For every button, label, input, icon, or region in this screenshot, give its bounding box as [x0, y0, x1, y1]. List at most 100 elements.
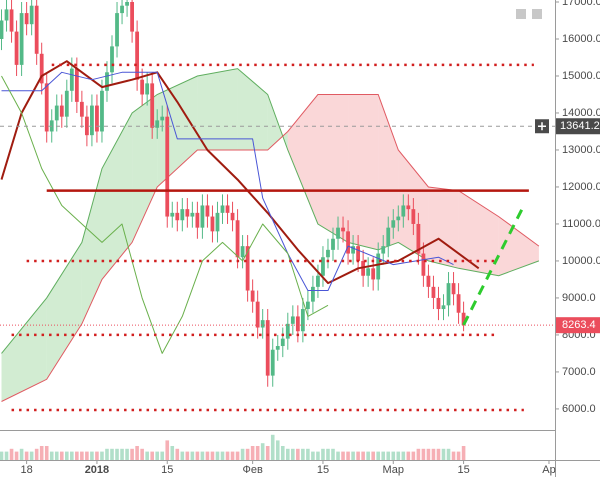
- candle-body: [185, 209, 190, 217]
- volume-bar: [54, 451, 59, 460]
- y-tick-label: 17000.0: [562, 0, 600, 8]
- last-price-box: [556, 317, 600, 334]
- volume-bar: [49, 451, 54, 460]
- crosshair-price-box: [556, 118, 600, 135]
- candle-body: [150, 83, 155, 128]
- candle-body: [9, 9, 14, 32]
- candle-body: [59, 105, 64, 117]
- candle-body: [245, 246, 250, 291]
- volume-bar: [311, 451, 315, 460]
- candle-body: [140, 79, 145, 95]
- candle-body: [401, 205, 406, 217]
- volume-bar: [381, 451, 386, 460]
- last-price-label: 8263.4: [562, 319, 596, 331]
- candle-body: [14, 31, 19, 65]
- candle-body: [165, 116, 170, 217]
- candle-body: [285, 323, 290, 339]
- candle-body: [305, 301, 310, 310]
- candle-body: [115, 13, 119, 47]
- volume-bar: [190, 451, 195, 460]
- y-tick-label: 14000.0: [562, 107, 600, 119]
- candle-body: [130, 1, 134, 32]
- volume-bar: [301, 448, 305, 460]
- volume-bar: [306, 448, 310, 460]
- candle-body: [110, 46, 114, 73]
- candle-body: [411, 209, 416, 224]
- volume-bar: [75, 451, 79, 460]
- candle-body: [441, 305, 446, 310]
- plot-area: [0, 0, 555, 412]
- cloud-span-b: [1, 94, 540, 402]
- candle-body: [205, 205, 210, 217]
- candle-body: [275, 346, 280, 350]
- candle-body: [341, 227, 345, 232]
- volume-bar: [185, 451, 190, 460]
- candle-body: [230, 212, 235, 221]
- volume-bar: [331, 448, 335, 460]
- volume-bar: [411, 451, 416, 460]
- candle-body: [34, 5, 39, 54]
- volume-bar: [165, 440, 170, 460]
- cloud-fill: [46, 242, 82, 380]
- indicator-line: [1, 75, 329, 354]
- volume-bar: [225, 451, 230, 460]
- volume-bar: [105, 448, 109, 460]
- candle-body: [190, 212, 195, 217]
- candle-body: [240, 246, 245, 258]
- candle-body: [90, 105, 94, 136]
- volume-bar: [39, 446, 44, 460]
- volume-bar: [401, 451, 406, 460]
- candle-body: [316, 275, 320, 287]
- candle-body: [225, 205, 230, 213]
- y-tick-label: 9000.0: [562, 292, 596, 304]
- volume-bar: [135, 446, 139, 460]
- volume-bar: [90, 451, 94, 460]
- toolbar-icon[interactable]: [516, 9, 526, 19]
- candle-body: [311, 286, 315, 302]
- candle-body: [451, 283, 456, 295]
- cloud-fill: [81, 168, 102, 324]
- candle-body: [155, 120, 160, 128]
- candle-body: [120, 5, 124, 14]
- y-tick-label: 12000.0: [562, 181, 600, 193]
- candle-body: [125, 1, 129, 6]
- toolbar-icon[interactable]: [532, 9, 542, 19]
- y-tick-label: 6000.0: [562, 403, 596, 415]
- volume-bar: [356, 451, 360, 460]
- volume-bar: [461, 446, 466, 460]
- volume-bar: [110, 448, 114, 460]
- crosshair-price-label: 13641.2: [560, 120, 600, 132]
- volume-bar: [270, 434, 275, 460]
- candle-body: [351, 246, 355, 254]
- volume-bar: [200, 451, 205, 460]
- volume-bar: [9, 448, 14, 460]
- volume-bar: [220, 451, 225, 460]
- volume-bar: [361, 451, 365, 460]
- volume-bar: [376, 451, 381, 460]
- volume-bar: [326, 448, 330, 460]
- volume-bar: [240, 448, 245, 460]
- candle-body: [0, 20, 4, 39]
- volume-bar: [341, 451, 345, 460]
- candle-body: [386, 227, 391, 247]
- add-icon: [538, 122, 546, 131]
- volume-bar: [346, 451, 350, 460]
- volume-bar: [59, 451, 64, 460]
- candle-body: [210, 216, 215, 232]
- volume-bar: [265, 446, 270, 460]
- volume-bar: [391, 451, 396, 460]
- volume-bar: [396, 451, 401, 460]
- volume-bar: [195, 451, 200, 460]
- candle-body: [295, 316, 300, 332]
- volume-bar: [296, 448, 300, 460]
- x-tick-label: Мар: [383, 464, 405, 476]
- volume-bar: [291, 448, 295, 460]
- cloud-fill: [498, 216, 539, 276]
- candle-body: [29, 5, 34, 25]
- volume-bar: [65, 451, 69, 460]
- volume-bar: [351, 451, 355, 460]
- volume-bar: [115, 448, 119, 460]
- volume-bar: [386, 451, 391, 460]
- volume-bar: [210, 451, 215, 460]
